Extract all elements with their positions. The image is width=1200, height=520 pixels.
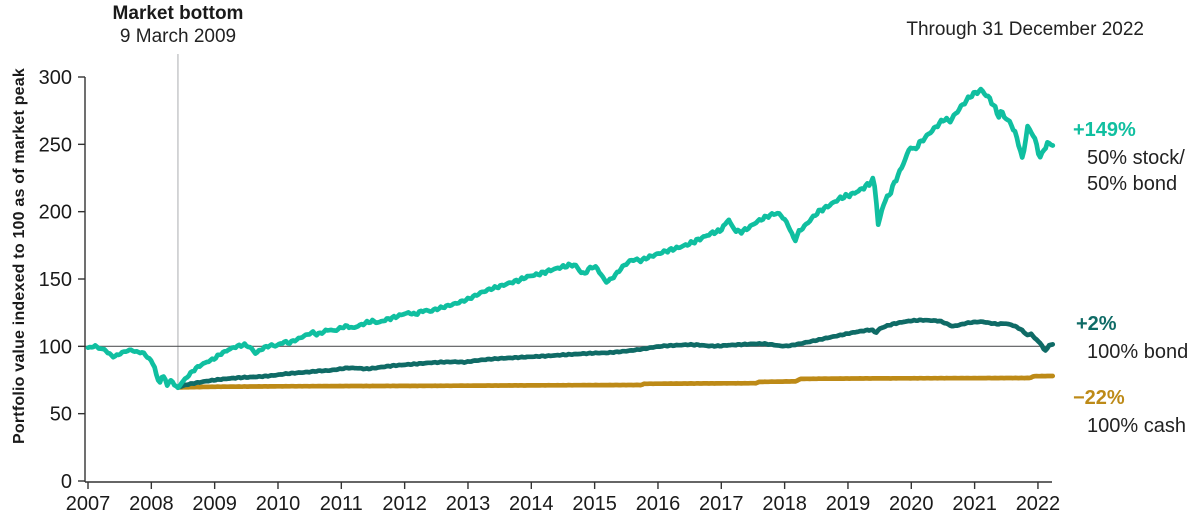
x-tick-label-2021: 2021	[952, 493, 997, 515]
x-tick-label-2013: 2013	[446, 493, 491, 515]
x-tick-label-2010: 2010	[256, 493, 301, 515]
x-tick-label-2016: 2016	[636, 493, 681, 515]
x-tick-label-2017: 2017	[699, 493, 744, 515]
series-cash-line	[175, 373, 1056, 390]
x-tick-label-2014: 2014	[509, 493, 554, 515]
market-bottom-title: Market bottom	[112, 3, 244, 24]
series-stock-bond-return: +149%	[1073, 119, 1136, 141]
x-tick-label-2015: 2015	[572, 493, 617, 515]
y-tick-label-100: 100	[39, 336, 72, 358]
market-bottom-date: 9 March 2009	[119, 26, 237, 47]
y-tick-label-50: 50	[50, 404, 72, 426]
x-tick-label-2018: 2018	[762, 493, 807, 515]
x-tick-label-2011: 2011	[320, 493, 363, 515]
x-tick-label-2007: 2007	[66, 493, 111, 515]
x-tick-label-2019: 2019	[826, 493, 871, 515]
x-tick-label-2022: 2022	[1016, 493, 1061, 515]
market-bottom-annotation: Market bottom 9 March 2009	[113, 2, 244, 48]
series-bond-line	[175, 317, 1056, 390]
y-tick-label-150: 150	[39, 269, 72, 291]
series-cash-return: −22%	[1073, 387, 1125, 409]
series-bond-label: 100% bond	[1087, 341, 1189, 363]
series-bond-return: +2%	[1076, 313, 1117, 335]
y-tick-label-0: 0	[61, 471, 72, 493]
y-axis-title: Portfolio value indexed to 100 as of mar…	[11, 68, 28, 444]
x-tick-label-2008: 2008	[129, 493, 174, 515]
y-tick-label-250: 250	[39, 134, 72, 156]
series-stock-bond-line	[85, 86, 1056, 391]
series-stock-bond-label: 50% stock/ 50% bond	[1087, 147, 1185, 195]
x-tick-label-2009: 2009	[192, 493, 237, 515]
x-tick-label-2012: 2012	[382, 493, 427, 515]
y-tick-label-300: 300	[39, 67, 72, 89]
through-date-label: Through 31 December 2022	[906, 19, 1144, 40]
x-tick-label-2020: 2020	[889, 493, 934, 515]
y-tick-label-200: 200	[39, 202, 72, 224]
series-cash-label: 100% cash	[1087, 415, 1186, 437]
